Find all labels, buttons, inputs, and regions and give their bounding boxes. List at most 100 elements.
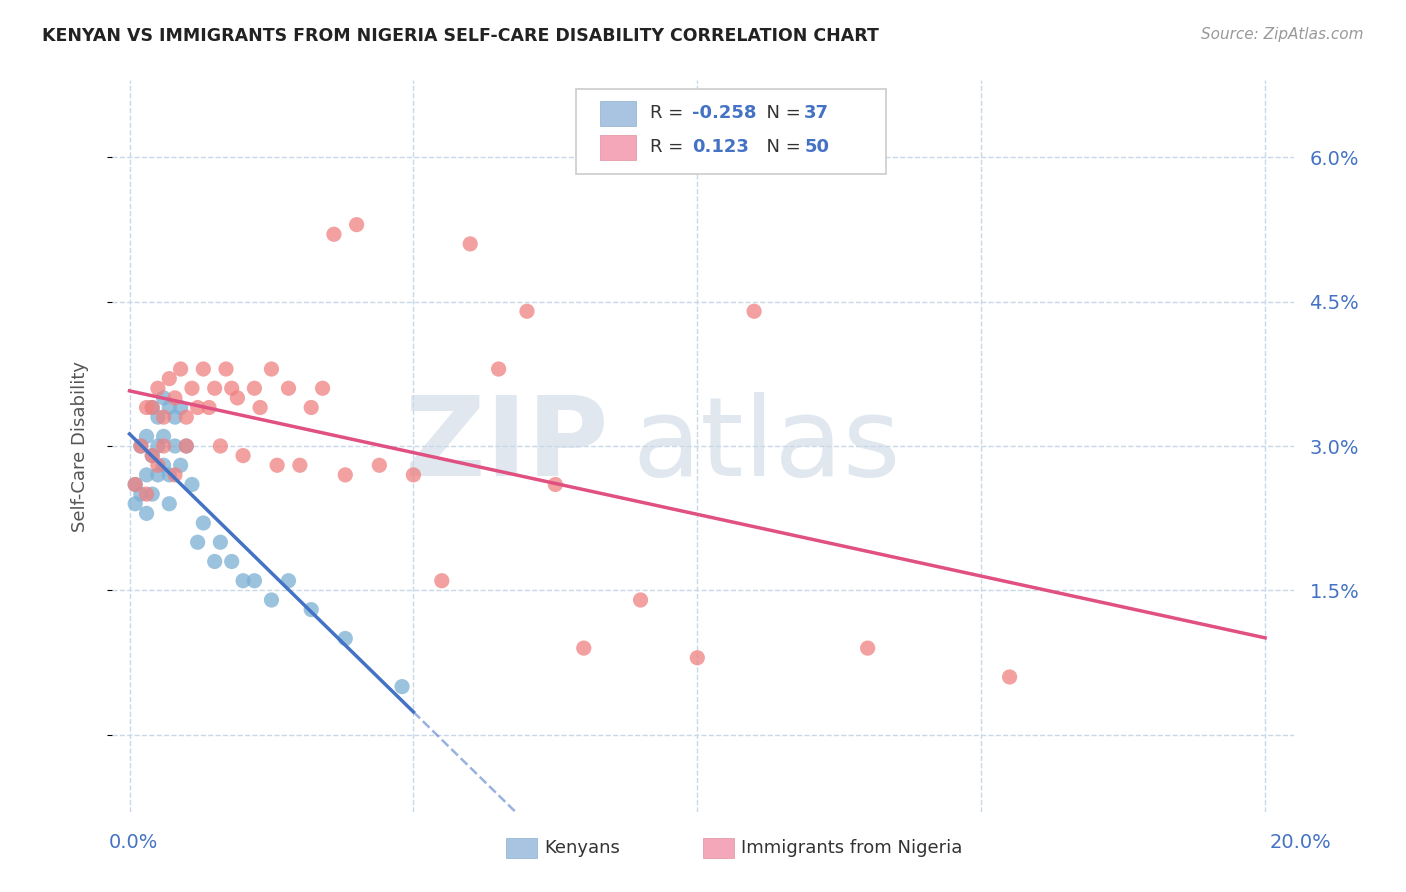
Point xyxy=(544,477,567,491)
Point xyxy=(322,227,346,242)
Point xyxy=(174,439,197,453)
Point xyxy=(187,401,209,415)
Point xyxy=(152,391,174,405)
Point xyxy=(516,304,538,318)
Point xyxy=(998,670,1021,684)
Point xyxy=(157,467,180,482)
Text: N =: N = xyxy=(755,104,807,122)
Point xyxy=(181,477,204,491)
Point xyxy=(209,439,232,453)
Point xyxy=(368,458,391,473)
Point xyxy=(152,439,174,453)
Text: -0.258: -0.258 xyxy=(692,104,756,122)
Point xyxy=(157,497,180,511)
Point xyxy=(260,593,283,607)
Point xyxy=(686,650,709,665)
Point xyxy=(204,381,226,395)
Text: 37: 37 xyxy=(804,104,830,122)
Point xyxy=(335,632,357,646)
Point xyxy=(299,401,322,415)
Text: R =: R = xyxy=(650,138,695,156)
Text: atlas: atlas xyxy=(633,392,901,500)
Point xyxy=(215,362,238,376)
Point xyxy=(146,458,169,473)
Point xyxy=(141,449,163,463)
Point xyxy=(135,487,157,501)
Point xyxy=(266,458,288,473)
Point xyxy=(187,535,209,549)
Point xyxy=(163,391,186,405)
Point xyxy=(141,487,163,501)
Point xyxy=(146,467,169,482)
Point xyxy=(204,554,226,568)
Text: ZIP: ZIP xyxy=(405,392,609,500)
Text: Immigrants from Nigeria: Immigrants from Nigeria xyxy=(741,839,962,857)
Point xyxy=(141,401,163,415)
Point xyxy=(141,449,163,463)
Point xyxy=(152,458,174,473)
Point xyxy=(157,371,180,385)
Point xyxy=(430,574,453,588)
Point xyxy=(277,381,299,395)
Point xyxy=(346,218,368,232)
Text: 0.123: 0.123 xyxy=(692,138,748,156)
Point xyxy=(299,602,322,616)
Point xyxy=(129,487,152,501)
Point xyxy=(146,410,169,425)
Text: Source: ZipAtlas.com: Source: ZipAtlas.com xyxy=(1201,27,1364,42)
Point xyxy=(209,535,232,549)
Point xyxy=(157,401,180,415)
Point xyxy=(226,391,249,405)
Point xyxy=(243,381,266,395)
Y-axis label: Self-Care Disability: Self-Care Disability xyxy=(70,360,89,532)
Text: 0.0%: 0.0% xyxy=(108,833,159,853)
Point xyxy=(232,574,254,588)
Point xyxy=(135,429,157,443)
Point xyxy=(193,516,215,530)
Point xyxy=(163,467,186,482)
Point xyxy=(221,554,243,568)
Point xyxy=(288,458,311,473)
Text: 50: 50 xyxy=(804,138,830,156)
Point xyxy=(856,641,879,656)
Point xyxy=(402,467,425,482)
Point xyxy=(152,410,174,425)
Text: Kenyans: Kenyans xyxy=(544,839,620,857)
Point xyxy=(193,362,215,376)
Point xyxy=(391,680,413,694)
Point xyxy=(163,410,186,425)
Point xyxy=(198,401,221,415)
Point xyxy=(152,429,174,443)
Point xyxy=(124,477,146,491)
Point xyxy=(458,236,481,251)
Point xyxy=(260,362,283,376)
Point xyxy=(169,401,191,415)
Point xyxy=(277,574,299,588)
Point xyxy=(135,467,157,482)
Point xyxy=(129,439,152,453)
Point xyxy=(146,439,169,453)
Point xyxy=(169,362,191,376)
Point xyxy=(742,304,765,318)
Point xyxy=(232,449,254,463)
Point xyxy=(181,381,204,395)
Point xyxy=(163,439,186,453)
Point xyxy=(124,497,146,511)
Point xyxy=(146,381,169,395)
Text: KENYAN VS IMMIGRANTS FROM NIGERIA SELF-CARE DISABILITY CORRELATION CHART: KENYAN VS IMMIGRANTS FROM NIGERIA SELF-C… xyxy=(42,27,879,45)
Point xyxy=(488,362,510,376)
Point xyxy=(129,439,152,453)
Text: N =: N = xyxy=(755,138,807,156)
Point xyxy=(169,458,191,473)
Point xyxy=(174,410,197,425)
Point xyxy=(335,467,357,482)
Point xyxy=(135,507,157,521)
Point xyxy=(141,401,163,415)
Point xyxy=(311,381,333,395)
Point xyxy=(249,401,271,415)
Point xyxy=(174,439,197,453)
Point xyxy=(124,477,146,491)
Point xyxy=(135,401,157,415)
Point xyxy=(572,641,595,656)
Text: 20.0%: 20.0% xyxy=(1270,833,1331,853)
